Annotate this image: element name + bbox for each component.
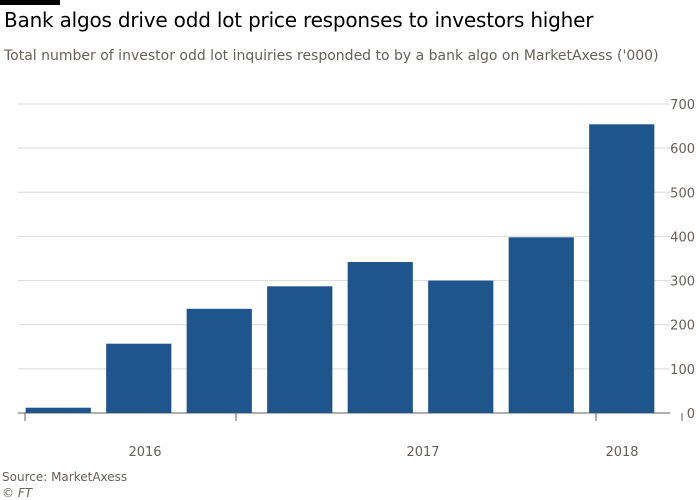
chart-title: Bank algos drive odd lot price responses… (4, 8, 594, 32)
y-tick-label: 600 (670, 142, 695, 157)
y-tick-label: 400 (670, 230, 695, 245)
bar (186, 308, 252, 413)
copyright-note: © FT (2, 486, 33, 500)
bar (508, 237, 574, 413)
y-tick-label: 200 (670, 319, 695, 334)
bar (589, 124, 655, 413)
bar (347, 262, 413, 413)
source-note: Source: MarketAxess (2, 470, 128, 484)
bar (106, 343, 172, 413)
bar (25, 407, 91, 413)
x-tick-label: 2017 (406, 445, 439, 460)
chart-subtitle: Total number of investor odd lot inquiri… (4, 48, 659, 64)
bar (428, 280, 494, 413)
bar (267, 286, 333, 413)
x-tick-label: 2016 (128, 445, 161, 460)
y-tick-label: 0 (687, 407, 695, 422)
y-tick-label: 100 (670, 363, 695, 378)
x-tick-label: 2018 (605, 445, 638, 460)
y-tick-label: 300 (670, 275, 695, 290)
y-tick-label: 700 (670, 98, 695, 113)
bar-chart: 0 100 200 300 400 500 600 700 2016 2017 2018 (18, 98, 695, 460)
top-rule (0, 0, 60, 5)
y-tick-label: 500 (670, 186, 695, 201)
